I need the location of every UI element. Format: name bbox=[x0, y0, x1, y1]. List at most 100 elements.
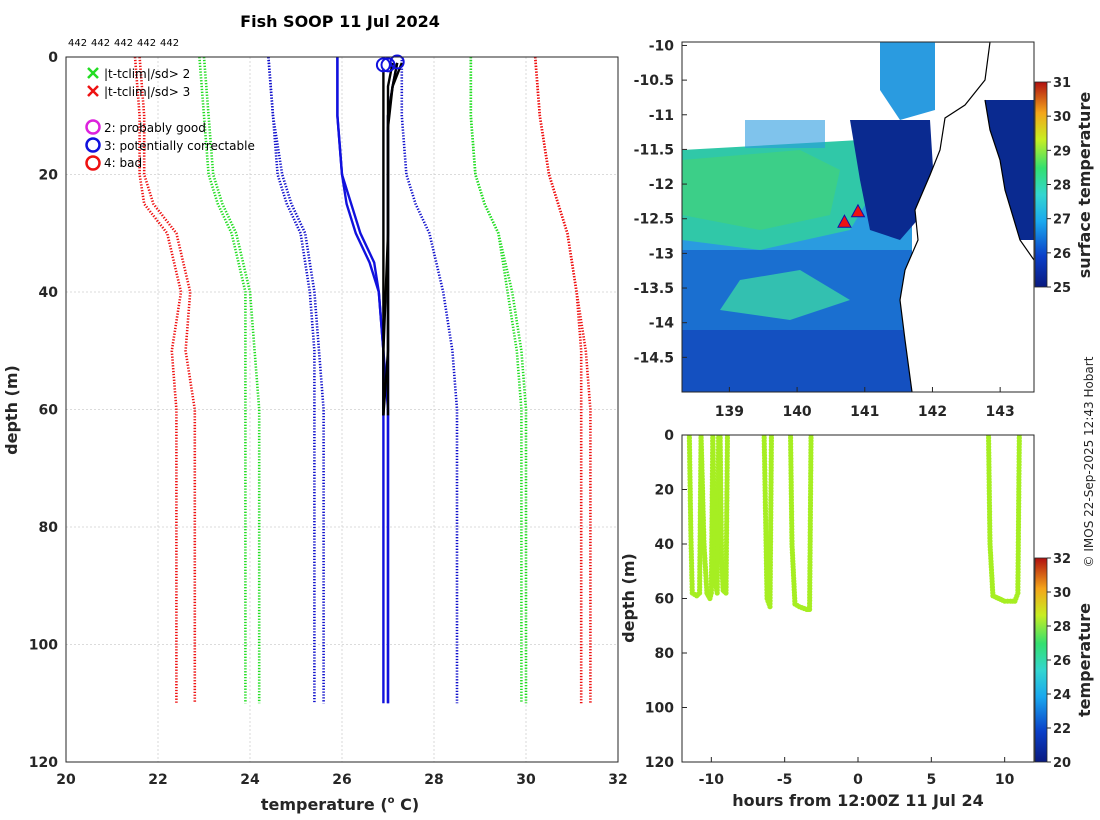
depth-time-ylabel: depth (m) bbox=[619, 553, 638, 643]
time-y-tick-label: 60 bbox=[655, 592, 675, 608]
legend-label-flag3: 3: potentially correctable bbox=[104, 139, 255, 153]
climatology-line-2 bbox=[198, 57, 247, 704]
sst-colorbar-tick-label: 30 bbox=[1053, 110, 1071, 125]
map-lat-label: -10 bbox=[649, 38, 675, 54]
map-lon-label: 141 bbox=[850, 404, 879, 420]
legend-label-flag2: 2: probably good bbox=[104, 121, 206, 135]
map-lat-label: -13.5 bbox=[634, 281, 674, 297]
profile-plot: Fish SOOP 11 Jul 2024 442 442 442 442 442 20… bbox=[2, 12, 628, 814]
profile-plot-title: Fish SOOP 11 Jul 2024 bbox=[240, 12, 440, 31]
depth-time-xlabel: hours from 12:00Z 11 Jul 24 bbox=[732, 791, 983, 810]
dive-track-5 bbox=[787, 435, 814, 613]
profile-line-12 bbox=[336, 57, 390, 704]
map-lon-label: 142 bbox=[918, 404, 947, 420]
depth-sample-point bbox=[1016, 435, 1022, 438]
time-x-tick-label: 0 bbox=[853, 772, 863, 788]
legend-item-sd2: |t-tclim|/sd> 2 bbox=[87, 67, 190, 81]
profile-line-11 bbox=[336, 57, 385, 704]
y-tick-label: 80 bbox=[39, 520, 59, 536]
temperature-colorbar-tick-label: 20 bbox=[1053, 756, 1071, 771]
legend-label-sd3: |t-tclim|/sd> 3 bbox=[104, 85, 190, 99]
time-y-tick-label: 120 bbox=[645, 755, 674, 771]
sst-colorbar-tick-label: 25 bbox=[1053, 281, 1071, 296]
temperature-colorbar-tick-label: 26 bbox=[1053, 654, 1071, 669]
sst-colorbar-label: surface temperature bbox=[1075, 92, 1094, 279]
x-tick-label: 26 bbox=[332, 772, 351, 788]
sst-map-frame bbox=[681, 41, 1035, 393]
x-tick-label: 20 bbox=[56, 772, 76, 788]
cruise-id-label: 442 bbox=[114, 38, 133, 49]
flag-marker-circle-icon bbox=[375, 57, 391, 73]
cruise-id-label: 442 bbox=[91, 38, 110, 49]
climatology-line-0 bbox=[133, 57, 183, 704]
map-lat-label: -12 bbox=[649, 177, 674, 193]
legend-item-flag4: 4: bad bbox=[85, 155, 142, 171]
time-x-tick-label: 5 bbox=[926, 772, 936, 788]
depth-sample-point bbox=[808, 435, 814, 438]
time-y-tick-label: 40 bbox=[655, 537, 675, 553]
profile-ylabel: depth (m) bbox=[2, 365, 21, 455]
profile-xlabel: temperature (o C) bbox=[261, 795, 419, 814]
temperature-colorbar-label: temperature bbox=[1075, 603, 1094, 717]
flag-marker-circle-icon bbox=[389, 54, 405, 70]
sst-colorbar-tick-label: 27 bbox=[1053, 213, 1071, 228]
temperature-colorbar-tick-label: 24 bbox=[1053, 688, 1071, 703]
climatology-line-10 bbox=[533, 57, 583, 704]
cruise-id-label: 442 bbox=[68, 38, 87, 49]
climatology-line-1 bbox=[138, 57, 197, 704]
legend-item-flag2: 2: probably good bbox=[85, 119, 206, 135]
y-tick-label: 0 bbox=[48, 50, 58, 66]
circle-marker-red-icon bbox=[85, 155, 101, 171]
profile-line-13 bbox=[386, 62, 399, 704]
cross-marker-green-icon bbox=[87, 67, 99, 79]
sst-map-field bbox=[682, 42, 1034, 392]
map-lon-label: 139 bbox=[715, 404, 744, 420]
legend-label-sd2: |t-tclim|/sd> 2 bbox=[104, 67, 190, 81]
profile-location-triangle-icon bbox=[850, 203, 866, 218]
map-lat-label: -13 bbox=[649, 246, 674, 262]
dive-track-3 bbox=[717, 435, 731, 596]
x-tick-label: 24 bbox=[240, 772, 260, 788]
y-tick-label: 20 bbox=[39, 168, 59, 184]
dive-track-4 bbox=[761, 435, 775, 610]
time-y-tick-label: 80 bbox=[655, 646, 675, 662]
profile-location-triangle-icon bbox=[837, 214, 852, 228]
x-tick-label: 22 bbox=[148, 772, 167, 788]
legend-item-flag3: 3: potentially correctable bbox=[85, 137, 255, 153]
depth-sample-point bbox=[724, 435, 731, 438]
depth-sample-point bbox=[768, 435, 775, 438]
x-tick-label: 32 bbox=[608, 772, 627, 788]
depth-time-frame bbox=[681, 434, 1035, 763]
legend: |t-tclim|/sd> 2 |t-tclim|/sd> 3 2: proba… bbox=[85, 67, 255, 171]
y-tick-label: 40 bbox=[39, 285, 59, 301]
climatology-line-5 bbox=[267, 57, 316, 704]
legend-label-flag4: 4: bad bbox=[104, 156, 142, 170]
time-y-tick-label: 100 bbox=[645, 701, 674, 717]
profile-line-17 bbox=[382, 62, 403, 416]
time-y-tick-label: 20 bbox=[655, 483, 675, 499]
sst-colorbar-tick-label: 29 bbox=[1053, 144, 1071, 159]
time-x-tick-label: -10 bbox=[699, 772, 725, 788]
cruise-id-label: 442 bbox=[137, 38, 156, 49]
temperature-colorbar-tick-label: 28 bbox=[1053, 620, 1071, 635]
dive-track-6 bbox=[985, 435, 1022, 604]
climatology-line-8 bbox=[469, 57, 528, 704]
circle-marker-blue-icon bbox=[85, 137, 101, 153]
time-x-tick-label: -5 bbox=[777, 772, 793, 788]
temperature-colorbar-tick-label: 30 bbox=[1053, 586, 1071, 601]
flag-marker-circle-icon bbox=[380, 57, 396, 73]
map-lat-label: -14.5 bbox=[634, 350, 674, 366]
map-lon-label: 140 bbox=[782, 404, 811, 420]
cruise-id-label: 442 bbox=[160, 38, 179, 49]
temperature-colorbar-tick-label: 22 bbox=[1053, 722, 1071, 737]
map-lon-label: 143 bbox=[986, 404, 1015, 420]
sst-colorbar-tick-label: 28 bbox=[1053, 179, 1071, 194]
map-lat-label: -11 bbox=[649, 108, 674, 124]
sst-colorbar-tick-label: 31 bbox=[1053, 76, 1071, 91]
legend-item-sd3: |t-tclim|/sd> 3 bbox=[87, 85, 190, 99]
circle-marker-magenta-icon bbox=[85, 119, 101, 135]
y-tick-label: 120 bbox=[29, 755, 58, 771]
x-tick-label: 28 bbox=[424, 772, 443, 788]
